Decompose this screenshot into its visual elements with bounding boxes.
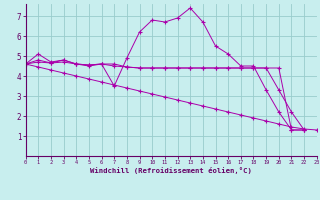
X-axis label: Windchill (Refroidissement éolien,°C): Windchill (Refroidissement éolien,°C)	[90, 167, 252, 174]
